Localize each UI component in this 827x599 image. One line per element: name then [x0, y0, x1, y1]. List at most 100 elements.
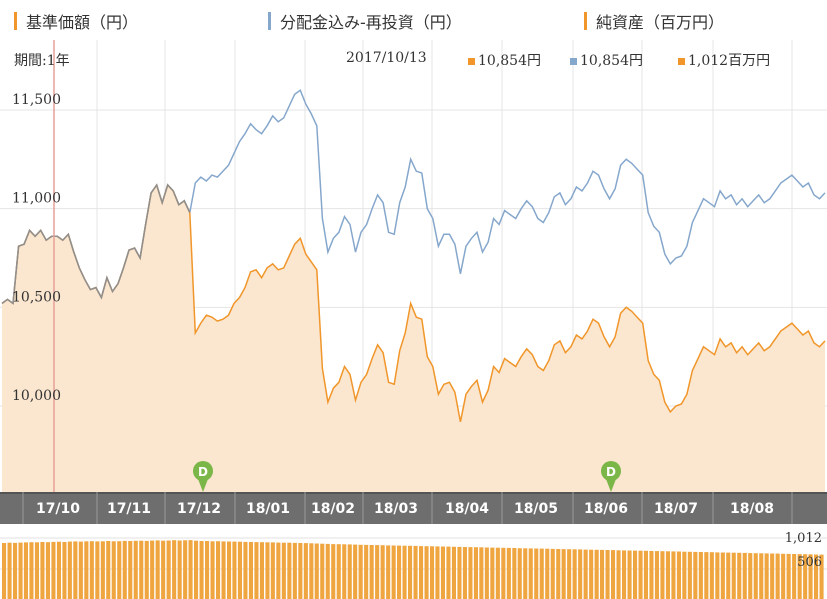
volume-bar — [693, 551, 698, 599]
volume-bar — [150, 540, 155, 599]
info-assets-value: 1,012百万円 — [688, 53, 771, 69]
volume-bar — [451, 546, 456, 599]
dividend-marker-label: D — [198, 465, 208, 479]
volume-bar — [13, 542, 18, 599]
volume-bar — [243, 541, 248, 599]
volume-bar — [561, 549, 566, 599]
x-tick-label: 18/07 — [654, 501, 698, 517]
volume-bar — [281, 542, 286, 599]
volume-bar — [45, 542, 50, 599]
volume-bar — [605, 550, 610, 599]
volume-bar — [638, 550, 643, 599]
volume-bar — [122, 540, 127, 599]
x-tick-label: 18/02 — [311, 501, 355, 517]
dividend-marker-tail — [198, 479, 208, 492]
volume-bar — [78, 541, 83, 599]
volume-bar — [775, 553, 780, 599]
volume-bar — [643, 550, 648, 599]
volume-bar — [649, 551, 654, 599]
legend-item-reinvest[interactable]: 分配金込み-再投資（円） — [268, 8, 462, 34]
volume-bar — [633, 550, 638, 599]
volume-bar — [600, 549, 605, 599]
chart-frame[interactable]: 11,500 11,000 10,500 10,000 17/10 17/11 17/12 1… — [0, 40, 827, 599]
volume-bar — [188, 540, 193, 599]
volume-bar — [183, 540, 188, 599]
volume-bar — [698, 552, 703, 599]
legend-label-nav: 基準価額（円） — [26, 13, 139, 32]
volume-bar — [759, 553, 764, 599]
legend-item-assets[interactable]: 純資産（百万円） — [584, 8, 724, 34]
volume-bar — [51, 541, 56, 599]
volume-bar — [479, 547, 484, 599]
series-line-overlap — [1, 183, 191, 305]
volume-label-max: 1,012 — [785, 531, 822, 546]
dividend-marker-label: D — [606, 465, 616, 479]
volume-bar — [539, 548, 544, 599]
x-tick-label: 17/12 — [177, 501, 221, 517]
volume-bar — [342, 544, 347, 599]
volume-bar — [506, 547, 511, 599]
volume-bar — [616, 550, 621, 599]
info-reinvest: 10,854円 — [570, 50, 643, 70]
volume-bar — [413, 545, 418, 599]
y-tick-label: 11,500 — [12, 92, 61, 108]
volume-bar — [726, 552, 731, 599]
volume-bar — [446, 546, 451, 599]
volume-bar — [254, 542, 259, 599]
volume-bar — [611, 550, 616, 599]
x-axis-band-top — [0, 492, 827, 494]
volume-bar — [781, 553, 786, 599]
volume-bar — [402, 545, 407, 599]
volume-bar — [331, 544, 336, 599]
volume-bar — [84, 541, 89, 599]
volume-bar — [528, 548, 533, 599]
volume-bar — [303, 543, 308, 599]
volume-bar — [265, 542, 270, 599]
volume-bar — [671, 551, 676, 599]
legend-item-nav[interactable]: 基準価額（円） — [14, 8, 138, 34]
volume-bar — [567, 549, 572, 599]
volume-bar — [89, 541, 94, 599]
volume-bar — [534, 548, 539, 599]
volume-bar — [808, 554, 813, 599]
volume-bar — [786, 553, 791, 599]
volume-bar — [380, 545, 385, 599]
volume-bar — [7, 542, 12, 599]
volume-bar — [128, 541, 133, 599]
volume-bar — [440, 546, 445, 599]
volume-bar — [803, 554, 808, 599]
dividend-marker-tail — [606, 479, 616, 492]
x-tick-label: 18/03 — [374, 501, 418, 517]
volume-bar — [259, 542, 264, 599]
volume-bar — [665, 551, 670, 599]
x-tick-label: 17/10 — [36, 501, 80, 517]
volume-bar — [67, 541, 72, 599]
volume-bar — [501, 547, 506, 599]
volume-bar — [199, 541, 204, 599]
volume-bar — [40, 542, 45, 599]
volume-bar — [56, 541, 61, 599]
volume-bar — [314, 543, 319, 599]
volume-bar — [654, 551, 659, 599]
volume-bar — [583, 549, 588, 599]
volume-label-mid: 506 — [797, 555, 822, 570]
volume-bar — [237, 541, 242, 599]
volume-bar — [594, 549, 599, 599]
volume-bar — [336, 544, 341, 599]
price-chart[interactable]: 11,500 11,000 10,500 10,000 17/10 17/11 17/12 1… — [0, 40, 827, 599]
volume-bar — [517, 548, 522, 599]
volume-bar — [627, 550, 632, 599]
legend-label-reinvest: 分配金込み-再投資（円） — [280, 13, 462, 32]
volume-bar — [18, 542, 23, 599]
volume-bar — [34, 542, 39, 599]
tooltip-info-bar: 期間:1年 2017/10/13 10,854円 10,854円 1,012百万… — [0, 48, 827, 70]
volume-bar — [676, 551, 681, 599]
volume-bar — [545, 548, 550, 599]
volume-bar — [117, 541, 122, 599]
volume-bar — [386, 545, 391, 599]
volume-bar — [792, 554, 797, 599]
volume-bar — [73, 541, 78, 599]
volume-bar — [221, 541, 226, 599]
volume-bar — [419, 546, 424, 599]
info-nav-value: 10,854円 — [478, 53, 541, 69]
